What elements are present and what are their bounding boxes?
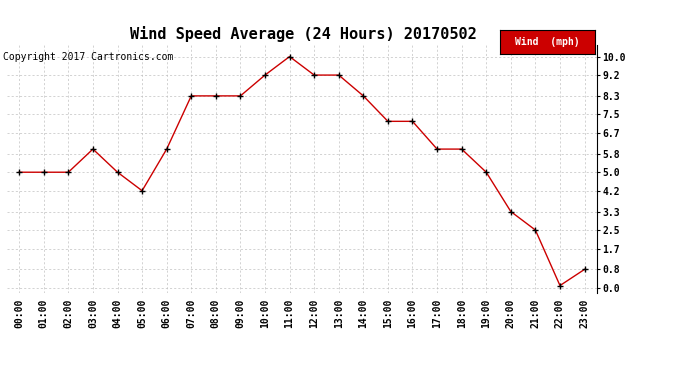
Text: Wind  (mph): Wind (mph) bbox=[515, 37, 580, 47]
Text: Copyright 2017 Cartronics.com: Copyright 2017 Cartronics.com bbox=[3, 53, 174, 63]
Text: Wind Speed Average (24 Hours) 20170502: Wind Speed Average (24 Hours) 20170502 bbox=[130, 26, 477, 42]
